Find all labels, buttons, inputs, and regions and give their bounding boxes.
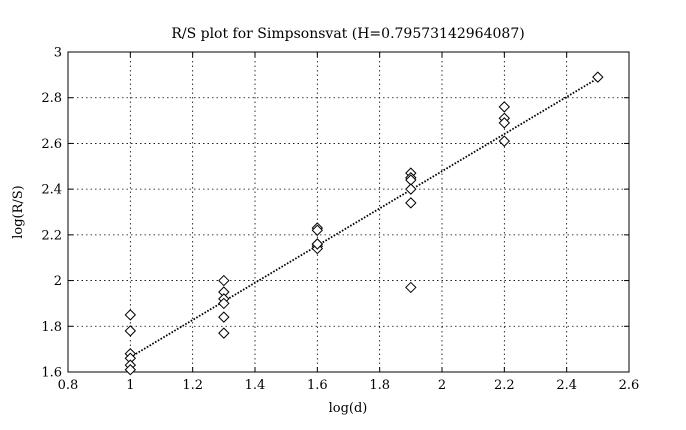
- y-axis-label: log(R/S): [11, 185, 26, 239]
- x-tick-label: 1: [126, 378, 134, 393]
- data-point: [124, 364, 137, 376]
- y-tick-label: 2: [54, 274, 62, 289]
- data-point: [405, 281, 417, 294]
- x-tick-label: 1.2: [182, 378, 203, 393]
- data-point: [218, 297, 230, 310]
- y-tick-label: 3: [54, 46, 62, 61]
- y-tick-label: 2.2: [41, 228, 62, 243]
- x-axis-label: log(d): [329, 401, 368, 416]
- data-point: [124, 309, 137, 321]
- chart-title: R/S plot for Simpsonsvat (H=0.7957314296…: [171, 26, 524, 42]
- y-tick-label: 1.6: [41, 366, 62, 381]
- data-point: [498, 135, 511, 147]
- data-point: [311, 224, 324, 236]
- data-point: [405, 183, 417, 195]
- grid: [68, 52, 629, 372]
- x-tick-label: 2: [438, 378, 446, 393]
- y-tick-label: 2.4: [41, 183, 62, 198]
- y-tick-labels: 1.6 1.8 2 2.2 2.4 2.6 2.8 3: [41, 46, 62, 381]
- fit-line: [129, 77, 599, 358]
- y-tick-label: 1.8: [41, 320, 62, 335]
- x-tick-label: 2.4: [556, 378, 577, 393]
- fit-line-group: [129, 77, 599, 358]
- data-point: [498, 117, 511, 129]
- data-point: [218, 274, 230, 287]
- data-points: [124, 71, 604, 376]
- x-tick-label: 2.2: [494, 378, 515, 393]
- ticks: [67, 51, 630, 373]
- data-point: [218, 311, 230, 323]
- data-point: [124, 325, 137, 337]
- data-point: [592, 71, 604, 83]
- x-tick-label: 1.4: [245, 378, 266, 393]
- x-tick-label: 0.8: [58, 378, 79, 393]
- x-tick-labels: 0.8 1 1.2 1.4 1.6 1.8 2 2.2 2.4 2.6: [58, 378, 640, 393]
- x-tick-label: 1.8: [369, 378, 390, 393]
- plot-frame: [67, 51, 630, 373]
- x-tick-label: 1.6: [307, 378, 328, 393]
- data-point: [311, 238, 324, 250]
- y-tick-label: 2.6: [41, 137, 62, 152]
- data-point: [218, 327, 230, 339]
- x-tick-label: 2.6: [619, 378, 640, 393]
- data-point: [405, 197, 417, 209]
- data-point: [498, 101, 511, 113]
- y-tick-label: 2.8: [41, 91, 62, 106]
